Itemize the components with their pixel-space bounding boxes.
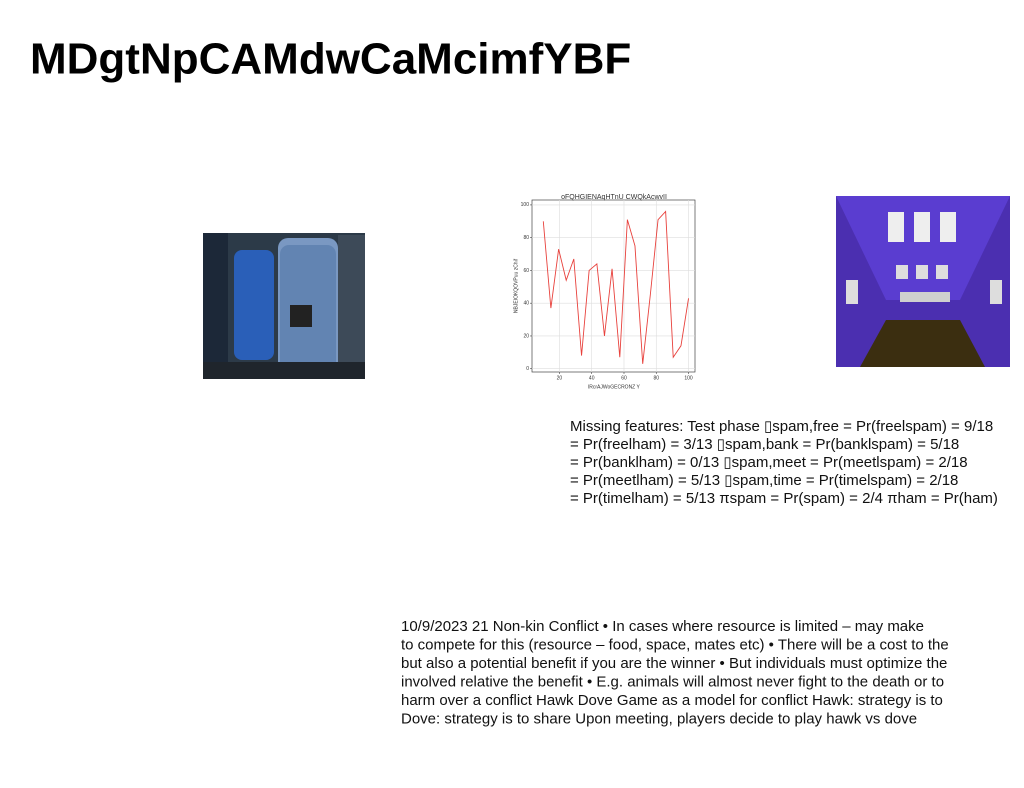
x-tick-label: 20	[557, 375, 563, 381]
x-tick-label: 40	[589, 375, 595, 381]
text-block: Missing features: Test phase ▯spam,free …	[570, 418, 998, 507]
title: MDgtNpCAMdwCaMcimfYBF	[30, 35, 631, 84]
text-line: = Pr(meetlham) = 5/13 ▯spam,time = Pr(ti…	[570, 472, 958, 489]
y-tick-label: 60	[523, 268, 529, 274]
text-line: involved relative the benefit • E.g. ani…	[401, 673, 944, 690]
jar-photo	[203, 233, 365, 379]
line-series	[542, 210, 689, 364]
text-line: to compete for this (resource – food, sp…	[401, 636, 949, 653]
x-tick-label: 100	[684, 375, 693, 381]
x-axis-label: lRcrAJWoGECRONZ Y	[588, 384, 640, 390]
text-line: 10/9/2023 21 Non-kin Conflict • In cases…	[401, 618, 924, 635]
text-line: but also a potential benefit if you are …	[401, 655, 947, 672]
y-tick-label: 40	[523, 301, 529, 307]
y-tick-label: 20	[523, 333, 529, 339]
text-line: Dove: strategy is to share Upon meeting,…	[401, 710, 917, 727]
chart-image: oFQHGIENAqHTnU CWQkAcwvII lRcrAJWoGECRON…	[510, 190, 702, 390]
text-line: = Pr(freelham) = 3/13 ▯spam,bank = Pr(ba…	[570, 436, 959, 453]
y-tick-label: 100	[521, 202, 530, 208]
text-block: 10/9/2023 21 Non-kin Conflict • In cases…	[401, 618, 949, 728]
x-tick-label: 80	[653, 375, 659, 381]
chart-title: oFQHGIENAqHTnU CWQkAcwvII	[561, 194, 667, 201]
text-line: Missing features: Test phase ▯spam,free …	[570, 418, 993, 435]
y-axis-label: NBJEIOKQOVPuu zChif	[513, 258, 519, 313]
building-photo	[836, 196, 1010, 367]
y-tick-label: 80	[523, 235, 529, 241]
text-line: = Pr(timelham) = 5/13 πspam = Pr(spam) =…	[570, 490, 998, 507]
y-tick-label: 0	[526, 366, 529, 372]
text-line: harm over a conflict Hawk Dove Game as a…	[401, 692, 943, 709]
text-line: = Pr(banklham) = 0/13 ▯spam,meet = Pr(me…	[570, 454, 968, 471]
plot-frame	[531, 199, 696, 373]
x-tick-label: 60	[621, 375, 627, 381]
